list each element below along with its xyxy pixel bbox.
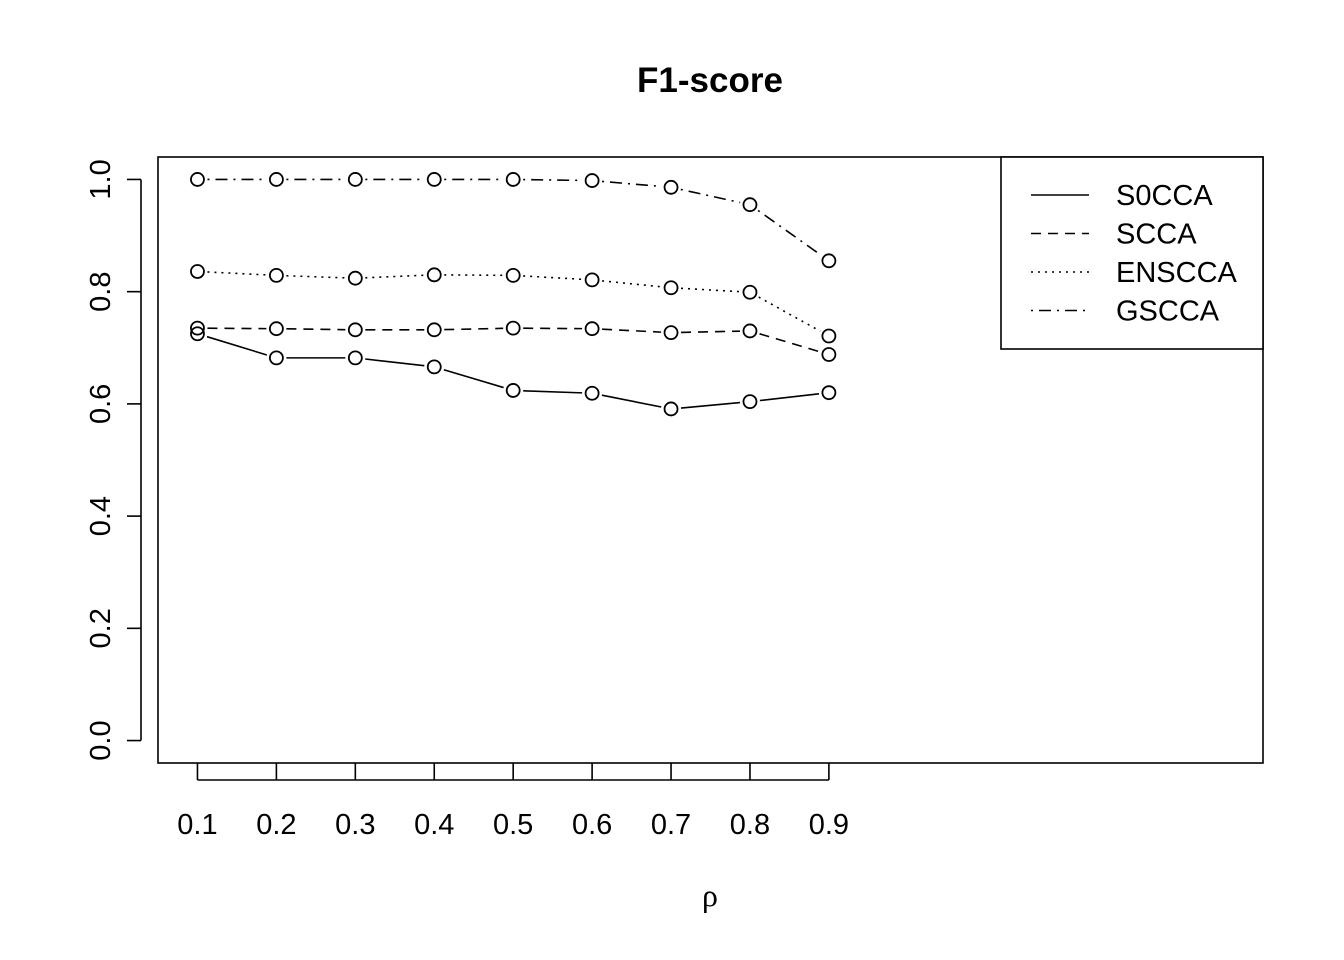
- series-segment: [759, 333, 820, 353]
- series-segment: [523, 178, 583, 182]
- data-point: [268, 172, 284, 187]
- legend-box: [1000, 156, 1264, 350]
- x-tick-label: 0.3: [335, 809, 375, 841]
- x-tick-label: 0.9: [809, 809, 849, 841]
- y-tick-label: 0.6: [85, 384, 117, 424]
- series-segment: [523, 389, 583, 394]
- series-segment: [759, 393, 820, 402]
- data-point: [426, 172, 442, 187]
- data-point: [742, 394, 758, 410]
- series-segment: [680, 287, 741, 293]
- chart-title: F1-score: [637, 61, 783, 100]
- data-point: [663, 325, 679, 341]
- data-point: [347, 172, 363, 187]
- series-s0cca: [190, 326, 837, 417]
- data-point: [821, 328, 837, 344]
- data-point: [505, 320, 521, 336]
- x-tick-label: 0.6: [572, 809, 612, 841]
- series-segment: [365, 358, 425, 367]
- data-point: [821, 253, 837, 269]
- data-point: [505, 383, 521, 398]
- x-tick-label: 0.4: [414, 809, 454, 841]
- data-point: [190, 326, 205, 342]
- data-point: [584, 321, 600, 337]
- data-point: [268, 350, 284, 366]
- y-axis: 0.0 0.2 0.4 0.6 0.8 1.0: [85, 159, 142, 761]
- data-point: [190, 172, 205, 187]
- series-segment: [523, 275, 583, 281]
- series-segment: [365, 274, 425, 279]
- data-point: [190, 264, 205, 279]
- series-segment: [207, 271, 267, 276]
- legend-label: GSCCA: [1116, 296, 1220, 328]
- y-tick-label: 0.4: [85, 496, 117, 536]
- legend: S0CCA SCCA ENSCCA GSCCA: [1000, 156, 1264, 350]
- data-point: [268, 321, 284, 337]
- data-point: [584, 173, 600, 188]
- series-segment: [286, 274, 346, 279]
- data-point: [426, 322, 442, 338]
- data-point: [268, 267, 284, 283]
- x-axis: 0.1 0.2 0.3 0.4 0.5 0.6 0.7 0.8 0.9: [177, 763, 849, 841]
- series-layer: [190, 172, 837, 417]
- data-point: [742, 284, 758, 300]
- y-tick-label: 0.0: [85, 720, 117, 760]
- series-segment: [206, 335, 268, 356]
- legend-label: SCCA: [1116, 219, 1197, 251]
- data-point: [505, 172, 521, 187]
- series-segment: [286, 328, 346, 331]
- data-point: [742, 197, 758, 213]
- data-point: [663, 179, 679, 195]
- legend-label: S0CCA: [1116, 180, 1213, 212]
- legend-label: ENSCCA: [1116, 257, 1238, 289]
- data-point: [347, 350, 363, 366]
- series-segment: [758, 296, 821, 332]
- x-tick-label: 0.5: [493, 809, 533, 841]
- series-segment: [602, 180, 662, 188]
- series-segment: [680, 188, 741, 204]
- plot-frame: [157, 156, 1264, 764]
- series-segment: [757, 209, 822, 256]
- x-tick-label: 0.2: [256, 809, 296, 841]
- series-segment: [443, 368, 504, 389]
- series-segment: [681, 330, 740, 334]
- series-segment: [680, 401, 741, 409]
- series-enscca: [190, 264, 837, 344]
- series-gscca: [190, 172, 837, 269]
- x-axis-label: ρ: [702, 877, 718, 913]
- y-tick-label: 0.8: [85, 272, 117, 312]
- data-point: [347, 270, 363, 286]
- data-point: [426, 359, 442, 375]
- data-point: [821, 347, 837, 362]
- data-point: [190, 320, 205, 336]
- y-tick-label: 1.0: [85, 159, 117, 199]
- data-point: [426, 267, 442, 283]
- x-tick-label: 0.8: [730, 809, 770, 841]
- data-point: [347, 322, 363, 338]
- y-tick-label: 0.2: [85, 608, 117, 648]
- series-segment: [601, 394, 662, 408]
- x-tick-label: 0.1: [177, 809, 217, 841]
- data-point: [663, 401, 679, 417]
- series-segment: [444, 327, 504, 331]
- series-segment: [601, 280, 662, 288]
- series-scca: [190, 320, 837, 362]
- data-point: [584, 385, 600, 401]
- data-point: [663, 280, 679, 296]
- series-segment: [602, 328, 662, 333]
- data-point: [821, 385, 837, 401]
- data-point: [584, 272, 600, 288]
- x-tick-label: 0.7: [651, 809, 691, 841]
- data-point: [742, 323, 758, 339]
- data-point: [505, 267, 521, 283]
